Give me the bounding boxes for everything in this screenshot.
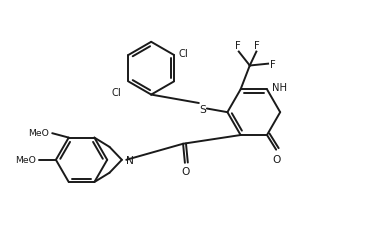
- Text: O: O: [273, 154, 281, 164]
- Text: O: O: [182, 167, 190, 177]
- Text: F: F: [254, 41, 260, 51]
- Text: F: F: [270, 59, 275, 69]
- Text: Cl: Cl: [112, 87, 122, 98]
- Text: NH: NH: [273, 83, 288, 93]
- Text: Cl: Cl: [179, 49, 188, 59]
- Text: MeO: MeO: [15, 155, 36, 164]
- Text: MeO: MeO: [28, 128, 49, 137]
- Text: S: S: [199, 104, 206, 114]
- Text: N: N: [125, 155, 134, 165]
- Text: F: F: [235, 41, 241, 51]
